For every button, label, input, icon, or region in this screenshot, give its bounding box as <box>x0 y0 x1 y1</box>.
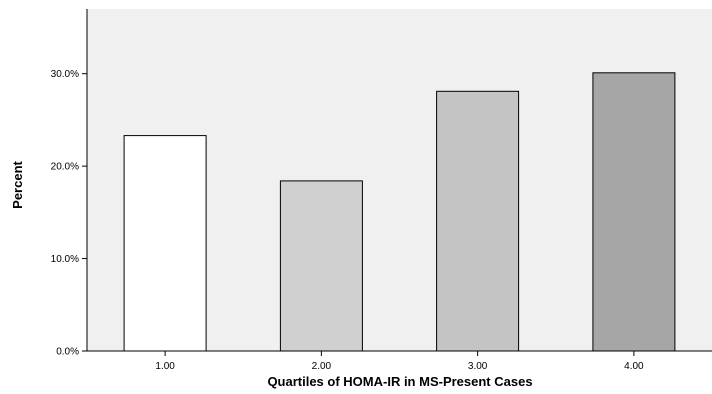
x-tick-label: 2.00 <box>312 361 332 372</box>
x-ticks-group: 1.00 2.00 3.00 4.00 <box>155 351 644 372</box>
bar-1.00 <box>123 135 207 352</box>
x-tick-label: 3.00 <box>468 361 488 372</box>
y-axis-title: Percent <box>10 160 25 208</box>
y-tick-label: 10.0% <box>51 254 79 265</box>
y-tick-label: 20.0% <box>51 162 79 173</box>
bar-3.00 <box>436 90 520 352</box>
bar-4.00 <box>592 72 676 352</box>
y-ticks-group: 0.0% 10.0% 20.0% 30.0% <box>51 69 87 358</box>
x-tick-label: 1.00 <box>155 361 175 372</box>
y-tick-label: 30.0% <box>51 69 79 80</box>
bars-group <box>123 72 676 352</box>
y-tick-label: 0.0% <box>56 347 79 358</box>
x-tick-label: 4.00 <box>624 361 644 372</box>
x-axis-title: Quartiles of HOMA-IR in MS-Present Cases <box>267 374 532 389</box>
bar-2.00 <box>279 180 363 352</box>
